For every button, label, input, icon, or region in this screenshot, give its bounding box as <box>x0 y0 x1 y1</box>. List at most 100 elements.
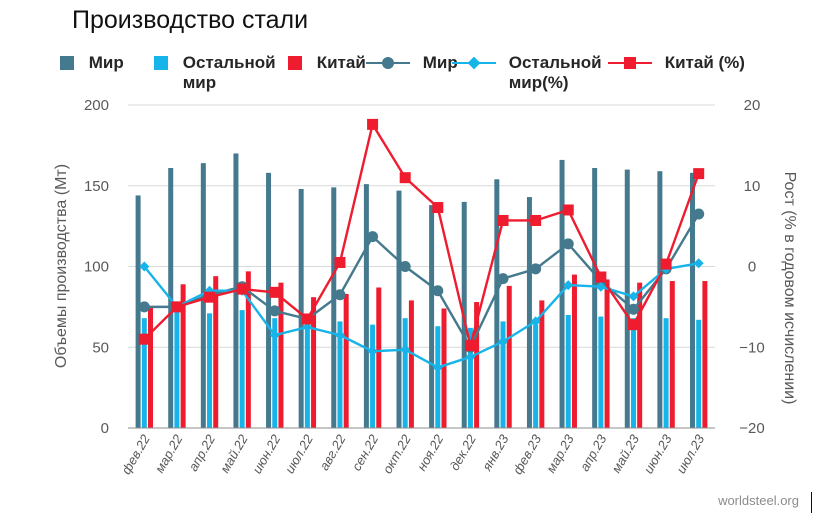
legend-swatch <box>288 56 302 70</box>
data-point <box>269 286 281 298</box>
lines <box>143 123 700 369</box>
y-tick-label: 200 <box>84 97 109 114</box>
y2-tick-label: 0 <box>748 259 756 276</box>
x-tick-label: фев.22 <box>118 431 153 476</box>
data-point <box>367 231 379 243</box>
legend-swatch <box>154 56 168 70</box>
data-point <box>204 291 216 303</box>
legend-label: Китай (%) <box>664 53 745 72</box>
x-tick-label: янв.23 <box>479 431 512 474</box>
series-line <box>144 213 700 349</box>
data-point <box>269 330 280 341</box>
legend-item-world-line[interactable]: Мир <box>366 53 458 73</box>
data-point <box>563 280 574 291</box>
bar <box>429 205 435 428</box>
legend-label: Мир <box>422 53 458 72</box>
x-tick-label: июн.23 <box>641 431 675 476</box>
data-point <box>562 204 574 216</box>
data-point <box>236 283 248 295</box>
bar <box>396 190 402 428</box>
legend-item-china-bar[interactable]: Китай <box>288 53 366 73</box>
data-point <box>497 214 509 226</box>
bar <box>696 319 702 428</box>
legend-line-square-icon <box>608 56 652 70</box>
bar <box>467 327 473 428</box>
bar <box>245 271 251 428</box>
y2-axis-title: Рост (% в годовом исчислении) <box>781 172 798 405</box>
chart-title: Производство стали <box>72 6 309 34</box>
legend-item-world-bar[interactable]: Мир <box>60 53 124 73</box>
data-point <box>139 261 150 272</box>
data-point <box>562 238 574 250</box>
bar <box>343 293 349 428</box>
bar <box>148 306 154 428</box>
bar <box>630 318 636 428</box>
x-tick-label: авг.22 <box>316 431 349 473</box>
x-tick-label: июл.22 <box>282 431 316 476</box>
bar <box>669 281 675 428</box>
legend-label: Китай <box>316 53 366 72</box>
data-point <box>138 333 150 345</box>
legend-item-china-line[interactable]: Китай (%) <box>608 53 745 73</box>
bar <box>506 285 512 428</box>
data-point <box>627 319 639 331</box>
legend-line-circle-icon <box>366 56 410 70</box>
data-point <box>693 168 705 180</box>
data-point <box>628 291 639 302</box>
legend-item-rest-bar[interactable]: Остальной мир <box>154 53 276 93</box>
data-point <box>432 202 444 214</box>
data-point <box>464 340 476 352</box>
bar <box>337 321 343 428</box>
x-tick-label: май.23 <box>608 431 642 475</box>
data-point <box>693 208 705 220</box>
data-point <box>627 303 639 315</box>
bar <box>331 187 337 428</box>
y2-tick-label: −20 <box>739 420 764 437</box>
data-point <box>432 285 444 297</box>
x-tick-label: апр.22 <box>185 431 218 473</box>
data-point <box>171 301 183 313</box>
bar <box>663 318 669 428</box>
bar <box>526 197 532 428</box>
data-point <box>138 301 150 313</box>
data-point <box>530 214 542 226</box>
y-tick-labels: 0 50 100 150 200 <box>84 97 109 437</box>
data-point <box>530 263 542 275</box>
data-point <box>595 271 607 283</box>
bar <box>408 300 414 428</box>
gridlines <box>128 104 715 348</box>
legend-line-diamond-icon <box>452 56 496 70</box>
bar <box>298 188 304 428</box>
y-tick-label: 50 <box>92 339 109 356</box>
y-axis-title: Объемы производства (Мт) <box>53 164 70 368</box>
legend-label: Остальной мир <box>182 53 276 92</box>
bar <box>689 172 695 428</box>
bar <box>200 163 206 428</box>
legend-label: Мир <box>88 53 124 72</box>
y-tick-label: 150 <box>84 178 109 195</box>
bar <box>207 313 213 428</box>
markers <box>138 118 705 373</box>
x-tick-label: дек.22 <box>447 431 480 473</box>
page-edge-marker <box>811 492 812 513</box>
source-label: worldsteel.org <box>718 493 799 508</box>
bar <box>533 324 539 428</box>
x-tick-label: июн.22 <box>249 431 283 476</box>
x-tick-label: май.22 <box>217 431 251 475</box>
bar <box>441 308 447 428</box>
data-point <box>302 322 313 333</box>
bar <box>474 302 480 428</box>
x-tick-label: сен.22 <box>349 431 382 473</box>
data-point <box>497 273 509 285</box>
bar <box>494 179 500 428</box>
x-tick-label: фев.23 <box>510 431 545 476</box>
bar <box>702 281 708 428</box>
legend-item-rest-line[interactable]: Остальной мир(%) <box>452 53 602 93</box>
data-point <box>400 344 411 355</box>
bar <box>624 169 630 428</box>
bar <box>376 287 382 428</box>
bar <box>598 316 604 428</box>
x-tick-label: окт.22 <box>380 431 415 476</box>
data-point <box>334 330 345 341</box>
